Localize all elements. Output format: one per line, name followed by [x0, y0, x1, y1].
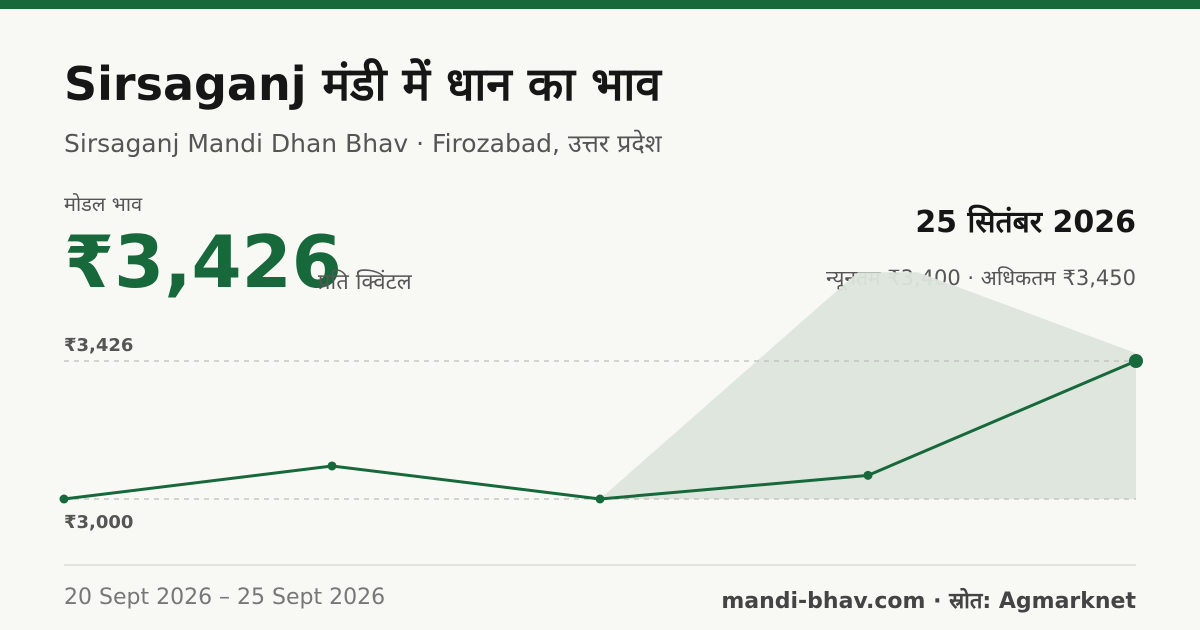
- footer-source: mandi-bhav.com · स्रोत: Agmarknet: [721, 589, 1136, 614]
- reference-line-label: ₹3,000: [64, 512, 133, 533]
- page-title: Sirsaganj मंडी में धान का भाव: [64, 57, 661, 111]
- latest-price-point: [1129, 354, 1143, 368]
- reference-line-label: ₹3,426: [64, 335, 133, 356]
- price-point: [863, 470, 873, 480]
- modal-price-value: ₹3,426: [64, 220, 342, 304]
- footer-date-range: 20 Sept 2026 – 25 Sept 2026: [64, 585, 386, 610]
- min-max-band: [600, 272, 1136, 499]
- modal-price-label: मोडल भाव: [64, 192, 143, 216]
- top-accent-bar: [0, 0, 1200, 9]
- page-subtitle: Sirsaganj Mandi Dhan Bhav · Firozabad, उ…: [64, 129, 662, 158]
- price-point: [59, 494, 69, 504]
- price-point: [595, 494, 605, 504]
- price-date: 25 सितंबर 2026: [915, 205, 1136, 240]
- price-point: [327, 461, 337, 471]
- price-unit: प्रति क्विंटल: [318, 270, 412, 295]
